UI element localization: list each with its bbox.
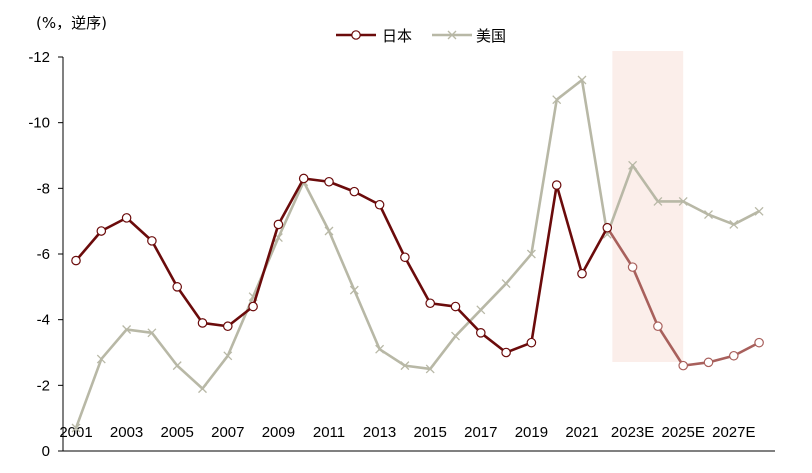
series-us <box>71 75 764 433</box>
data-point <box>121 213 132 223</box>
data-point <box>526 337 537 348</box>
data-point <box>172 282 182 292</box>
data-point <box>501 347 511 358</box>
data-point <box>653 321 663 332</box>
data-point <box>577 75 587 85</box>
data-point <box>451 331 460 341</box>
x-tick-labels: 2001 2003 2005 2007 2009 2011 2013 2015 2017 2019… <box>59 424 755 441</box>
legend-label: 日本 <box>382 27 412 45</box>
x-tick-label: 2001 <box>59 424 92 441</box>
data-point <box>298 173 309 184</box>
y-tick-label: -6 <box>37 246 50 263</box>
data-point <box>703 357 714 368</box>
x-tick-label: 2025E <box>662 424 705 441</box>
x-tick-label: 2007 <box>211 424 244 441</box>
data-point <box>501 279 511 289</box>
y-tick-label: 0 <box>42 443 50 460</box>
x-tick-label: 2009 <box>262 424 295 441</box>
x-tick-label: 2021 <box>565 424 598 441</box>
data-point <box>349 285 359 295</box>
data-point <box>400 252 410 263</box>
data-point <box>526 249 536 259</box>
data-point <box>450 301 461 312</box>
data-point <box>324 176 334 187</box>
data-point <box>248 301 258 312</box>
y-tick-label: -8 <box>37 180 50 197</box>
data-point <box>628 160 638 170</box>
series-japan <box>71 173 764 371</box>
x-tick-label: 2019 <box>515 424 548 441</box>
legend: 日本 美国 <box>336 27 506 45</box>
x-tick-label: 2015 <box>414 424 447 441</box>
data-point <box>71 423 81 433</box>
data-point <box>728 350 739 361</box>
forecast-band <box>612 51 684 362</box>
data-point <box>627 262 638 272</box>
legend-label: 美国 <box>476 27 506 45</box>
forecast-band-layer <box>612 51 684 362</box>
data-point <box>147 236 157 246</box>
x-tick-label: 2017 <box>464 424 497 441</box>
data-point <box>198 384 207 394</box>
legend-marker <box>351 30 361 40</box>
y-tick-label: -4 <box>37 312 50 329</box>
x-tick-label: 2011 <box>313 424 345 441</box>
data-point <box>754 206 764 216</box>
data-point <box>425 364 435 374</box>
data-point <box>273 219 284 230</box>
data-point <box>172 361 182 371</box>
data-point <box>476 305 486 315</box>
data-point <box>197 318 208 328</box>
data-point <box>71 255 81 266</box>
data-point <box>653 197 663 206</box>
data-point <box>447 30 457 40</box>
data-point <box>400 361 410 371</box>
data-point <box>678 360 688 371</box>
y-tick-label: -12 <box>28 49 50 66</box>
series-line-history <box>75 177 609 354</box>
data-point <box>551 180 562 190</box>
x-tick-label: 2005 <box>161 424 194 441</box>
data-point <box>223 321 233 332</box>
data-point <box>602 222 613 233</box>
data-point <box>425 298 435 309</box>
data-point <box>96 226 107 236</box>
data-point <box>552 95 562 105</box>
y-tick-label: -2 <box>37 377 50 394</box>
data-point <box>729 219 739 229</box>
x-tick-label: 2013 <box>363 424 396 441</box>
data-point <box>577 268 587 279</box>
y-tick-label: -10 <box>28 115 50 132</box>
data-point <box>147 328 157 338</box>
x-tick-label: 2023E <box>611 424 654 441</box>
series-line <box>74 78 760 429</box>
data-point <box>374 199 385 210</box>
y-unit-label: (%，逆序) <box>36 14 107 32</box>
series-layer <box>71 75 764 433</box>
data-point <box>678 197 688 206</box>
legend-item: 美国 <box>432 27 506 45</box>
x-tick-label: 2027E <box>712 424 755 441</box>
data-point <box>349 186 360 197</box>
legend-item: 日本 <box>336 27 412 45</box>
data-point <box>122 325 132 334</box>
data-point <box>324 226 334 236</box>
data-point <box>375 344 385 354</box>
data-point <box>754 337 764 348</box>
data-point <box>704 210 713 220</box>
data-point <box>475 327 486 338</box>
data-point <box>223 351 233 361</box>
y-tick-labels: 0 -2 -4 -6 -8 -10 -12 <box>28 49 63 460</box>
x-tick-label: 2003 <box>110 424 143 441</box>
data-point <box>96 354 106 364</box>
